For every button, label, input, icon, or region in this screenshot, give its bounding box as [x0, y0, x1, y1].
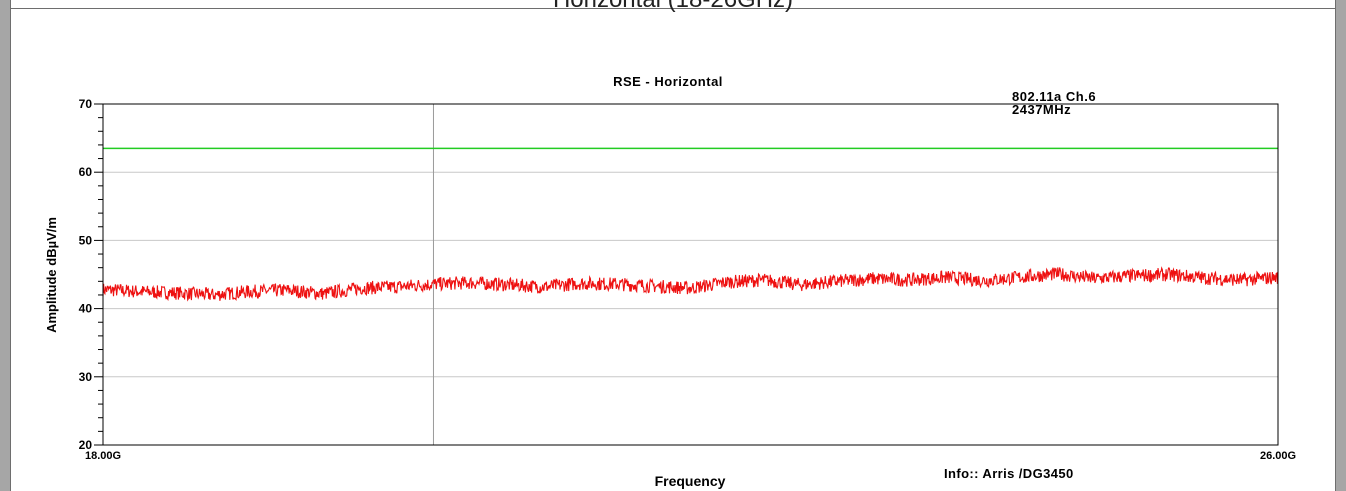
y-tick-label: 60: [79, 165, 93, 179]
plot-frame: [102, 103, 1279, 446]
data-layer: [102, 147, 1279, 302]
y-tick-label: 40: [79, 302, 93, 316]
annotation-line-1: 802.11a Ch.6: [1012, 89, 1096, 104]
grid-layer: [103, 104, 1278, 445]
window-left-border: [0, 0, 11, 491]
info-text: Info:: Arris /DG3450: [944, 466, 1074, 481]
page-heading: Horizontal (18-26GHz): [0, 0, 1346, 14]
y-tick-label: 50: [79, 233, 93, 247]
y-axis-label: Amplitude dBµV/m: [44, 217, 59, 333]
window-top-bar: [0, 0, 1346, 9]
trace-series-line: [102, 266, 1279, 302]
axis-layer: 20 30 40 50 60 70 18.00G 26.00G: [79, 97, 1296, 462]
chart-title: RSE - Horizontal: [613, 74, 723, 89]
annotation-line-2: 2437MHz: [1012, 102, 1071, 117]
window-right-border: [1335, 0, 1346, 491]
x-axis-label: Frequency: [655, 473, 726, 489]
x-tick-label-end: 26.00G: [1260, 450, 1296, 462]
y-tick-label: 70: [79, 97, 93, 111]
y-tick-label: 20: [79, 438, 93, 452]
y-tick-label: 30: [79, 370, 93, 384]
x-tick-label-start: 18.00G: [85, 450, 121, 462]
